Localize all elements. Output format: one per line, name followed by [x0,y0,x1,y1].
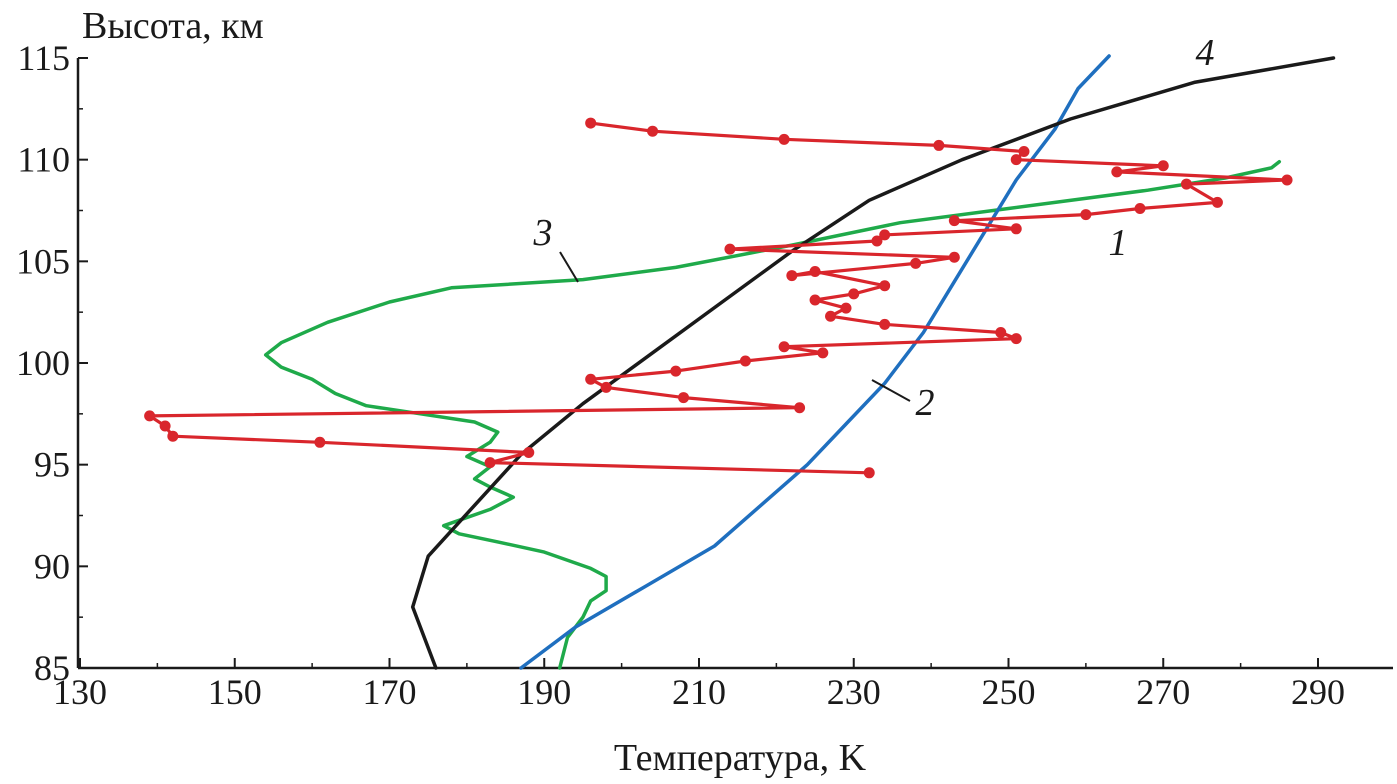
series-1-point [794,402,806,414]
series-1-point [167,430,179,442]
y-tick-label: 100 [16,343,70,383]
series-2-line [519,54,1111,670]
x-tick-label: 190 [517,672,571,712]
y-tick-label: 85 [34,648,70,688]
series-1-point [879,280,891,292]
x-tick-label: 270 [1136,672,1190,712]
series-1-point [778,133,790,145]
series-1-point [933,139,945,151]
series-2-label: 2 [916,382,935,424]
series-1-point [840,302,852,314]
series-1-point [144,410,156,422]
series-1-point [678,392,690,404]
series-3-label: 3 [533,212,553,254]
series-1-point [585,117,597,129]
series-1-point [1080,209,1092,221]
x-tick-label: 170 [363,672,417,712]
series-1-point [585,373,597,385]
series-1-point [1134,202,1146,214]
series-1-point [879,318,891,330]
series-1-point [778,341,790,353]
series-3-line [263,159,1282,670]
series-1-point [1211,196,1223,208]
series-1-point [1111,166,1123,178]
x-tick-label: 130 [53,672,107,712]
x-tick-label: 250 [982,672,1036,712]
series-1-point [1180,178,1192,190]
x-tick-label: 230 [827,672,881,712]
series-1-point [159,420,171,432]
series-1-point [724,243,736,255]
series-1-point [647,125,659,137]
x-tick-label: 210 [672,672,726,712]
y-tick-label: 115 [17,38,70,78]
series-1-point [484,457,496,469]
series-1-point [1010,333,1022,345]
series-1-point [1010,223,1022,235]
series-1-point [995,327,1007,338]
axes: 130 150 170 190 210 230 250 270 290 85 90 95 100 105 1… [16,5,1393,779]
x-tick-label: 150 [208,672,262,712]
series-1-point [1281,174,1293,186]
series-4-label: 4 [1196,32,1215,74]
y-tick-label: 110 [17,140,70,180]
y-tick-label: 105 [16,241,70,281]
series-1-point [879,229,891,241]
y-tick-label: 90 [34,546,70,586]
series-1-point [1010,154,1022,166]
series-1-point [848,288,860,300]
series-layer [144,54,1336,670]
series-1-point [817,347,829,359]
series-1-point [948,251,960,263]
series-1-point [948,215,960,227]
y-tick-label: 95 [34,445,70,485]
series-2-leader [871,379,911,402]
series-1-point [863,467,875,479]
series-1-point [523,446,535,458]
series-1-point [871,235,883,247]
series-1-point [809,294,821,306]
series-1-point [739,355,751,367]
series-1-point [786,270,798,282]
series-1-point [670,365,682,377]
series-4-line [410,56,1336,670]
labels-layer: 1 2 3 4 [533,32,1215,424]
series-1-point [910,257,922,269]
series-3-leader [559,251,579,283]
series-1-point [600,381,612,393]
x-axis-title: Температура, K [614,737,867,779]
series-1-point [1018,146,1030,158]
x-tick-label: 290 [1291,672,1345,712]
y-axis-title: Высота, км [82,5,264,47]
series-1-label: 1 [1109,222,1128,264]
series-1-point [314,436,326,448]
series-1-point [809,266,821,277]
series-1-point [1157,160,1169,172]
series-1-point [825,310,837,322]
